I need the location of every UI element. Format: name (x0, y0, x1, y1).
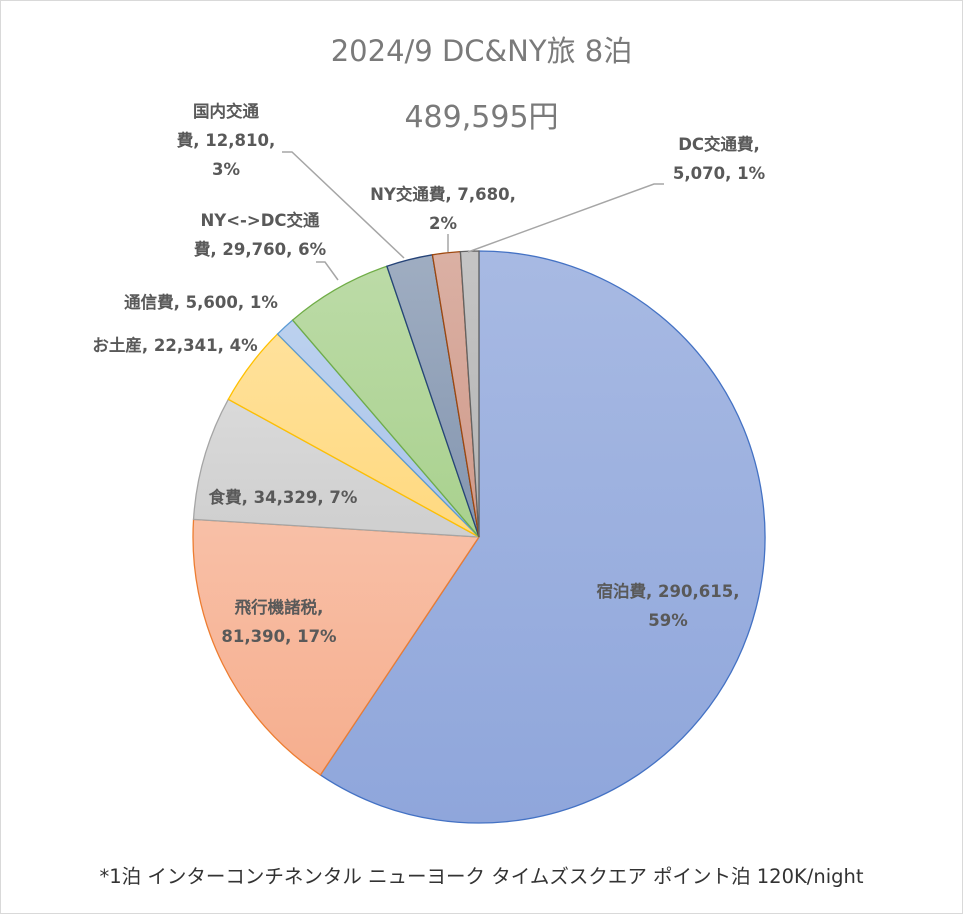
footnote: *1泊 インターコンチネンタル ニューヨーク タイムズスクエア ポイント泊 12… (99, 865, 864, 888)
slice-label-2: 食費, 34,329, 7% (209, 487, 358, 507)
chart-subtitle: 489,595円 (404, 100, 559, 135)
chart-title: 2024/9 DC&NY旅 8泊 (330, 34, 633, 68)
slice-label-5: NY<->DC交通費, 29,760, 6% (194, 210, 327, 259)
pie-slice-1 (192, 518, 481, 776)
slice-label-7: NY交通費, 7,680, 2% (370, 184, 516, 233)
slice-label-3: お土産, 22,341, 4% (92, 335, 258, 355)
slice-label-0: 宿泊費, 290,615, 59% (597, 581, 740, 630)
slice-label-1: 飛行機諸税, 81,390, 17% (221, 597, 337, 646)
slice-label-6: 国内交通費, 12,810, 3% (177, 101, 275, 179)
slice-label-8: DC交通費, 5,070, 1% (673, 134, 766, 183)
leader-line-6 (282, 151, 405, 259)
leader-line-8 (467, 183, 664, 253)
pie-slice-2 (192, 398, 480, 538)
leader-line-5 (316, 261, 339, 281)
slice-label-4: 通信費, 5,600, 1% (124, 292, 278, 312)
pie-slice-0 (319, 250, 766, 824)
